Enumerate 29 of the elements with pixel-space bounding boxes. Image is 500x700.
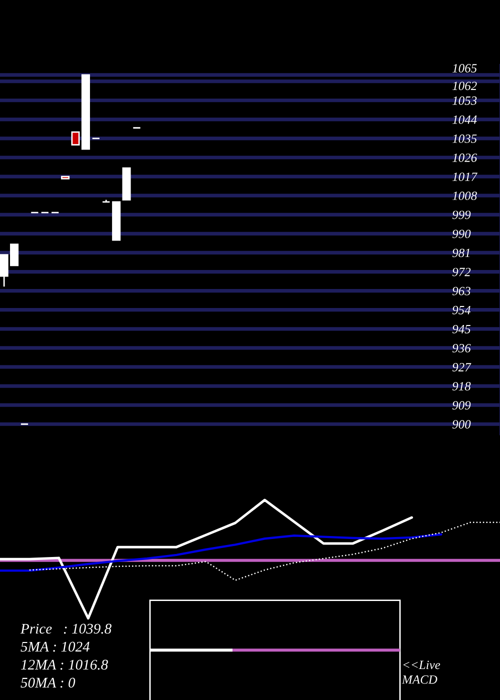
candlestick	[61, 176, 70, 180]
text: <<Live	[403, 660, 440, 670]
y-tick-label: 945	[452, 324, 470, 334]
y-tick-label: 1008	[452, 192, 477, 200]
y-tick-label: 909	[452, 401, 471, 410]
y-tick-label: 1026	[452, 154, 478, 162]
text: 5MA : 1024	[20, 642, 90, 652]
text: 50MA : 0	[20, 678, 76, 688]
y-tick-label: 900	[452, 420, 471, 429]
y-tick-label: 927	[452, 363, 472, 372]
y-tick-label: 1065	[452, 64, 477, 72]
y-tick-label: 1053	[452, 96, 477, 105]
y-tick-label: 963	[452, 286, 470, 296]
y-tick-label: 1017	[452, 172, 478, 182]
text: MACD	[402, 675, 438, 684]
y-tick-label: 936	[452, 344, 471, 352]
y-tick-label: 972	[452, 268, 471, 276]
y-tick-label: 990	[452, 230, 471, 238]
y-tick-label: 1035	[452, 134, 477, 143]
text: 12MA : 1016.8	[21, 660, 108, 670]
y-tick-label: 1044	[452, 115, 477, 124]
y-tick-label: 981	[452, 248, 470, 258]
y-tick-label: 999	[452, 210, 471, 220]
candlestick	[112, 201, 121, 241]
y-tick-label: 918	[452, 382, 471, 390]
y-tick-label: 954	[452, 306, 471, 314]
text: Price : 1039.8	[20, 624, 112, 634]
y-tick-label: 1062	[452, 82, 477, 90]
candlestick	[122, 167, 131, 201]
